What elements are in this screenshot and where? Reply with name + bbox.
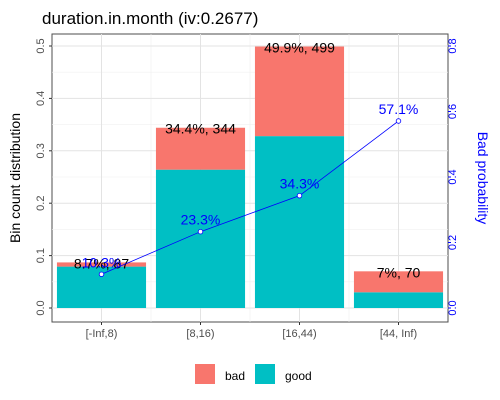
bar-labels: 8.7%, 87 34.4%, 344 49.9%, 499 7%, 70 — [74, 40, 421, 281]
bar-bad-3 — [254, 46, 345, 137]
bar-good-2 — [155, 169, 246, 308]
legend-swatch-good — [255, 364, 275, 384]
y-tick-label-right: 0.8 — [447, 38, 459, 53]
y-tick-label-left: 0.5 — [35, 38, 47, 53]
legend-swatch-bad — [195, 364, 215, 384]
y-tick-label-right: 0.0 — [447, 300, 459, 315]
y-axis-left: 0.0 0.1 0.2 0.3 0.4 0.5 — [35, 38, 52, 316]
bar-label-3: 49.9%, 499 — [264, 40, 335, 56]
y-axis-left-label: Bin count distribution — [7, 113, 23, 243]
bad-probability-label-1: 10.3% — [82, 254, 122, 270]
y-tick-label-left: 0.0 — [35, 300, 47, 315]
x-axis: [-Inf,8) [8,16) [16,44) [44, Inf) — [86, 322, 417, 340]
bad-probability-line — [98, 118, 402, 277]
bar-bad-2 — [155, 127, 246, 170]
x-tick-label: [16,44) — [282, 328, 316, 340]
x-tick-label: [-Inf,8) — [86, 328, 118, 340]
y-tick-label-left: 0.1 — [35, 248, 47, 263]
y-tick-label-left: 0.3 — [35, 143, 47, 158]
y-tick-label-right: 0.6 — [447, 104, 459, 119]
y-axis-right: 0.0 0.2 0.4 0.6 0.8 — [447, 38, 459, 315]
bad-probability-point-2 — [197, 228, 204, 235]
legend-label-good: good — [285, 369, 312, 383]
chart-title: duration.in.month (iv:0.2677) — [42, 9, 258, 28]
y-tick-label-right: 0.4 — [447, 169, 459, 184]
y-tick-label-left: 0.4 — [35, 91, 47, 106]
bad-probability-label-2: 23.3% — [181, 212, 221, 228]
y-tick-label-left: 0.2 — [35, 196, 47, 211]
x-tick-label: [8,16) — [186, 328, 214, 340]
bar-label-4: 7%, 70 — [377, 264, 421, 280]
bad-probability-polyline — [101, 120, 399, 275]
plot-panel: 8.7%, 87 34.4%, 344 49.9%, 499 7%, 70 10.3%… — [51, 33, 449, 323]
bad-probability-point-1 — [98, 271, 105, 277]
bar-bad-4 — [353, 271, 444, 293]
y-axis-right-label: Bad probability — [475, 132, 491, 225]
bar-label-1: 8.7%, 87 — [74, 255, 129, 271]
bad-probability-label-4: 57.1% — [379, 101, 419, 117]
legend-label-bad: bad — [225, 369, 245, 383]
bad-probability-point-3 — [296, 192, 303, 199]
bad-probability-point-4 — [395, 118, 402, 124]
bar-label-2: 34.4%, 344 — [165, 121, 236, 137]
x-tick-label: [44, Inf) — [380, 328, 417, 340]
legend: bad good — [195, 364, 312, 384]
bar-good-3 — [254, 136, 345, 308]
bar-good-4 — [353, 292, 444, 308]
bad-probability-label-3: 34.3% — [280, 176, 320, 192]
bar-bad-1 — [56, 262, 147, 267]
y-tick-label-right: 0.2 — [447, 235, 459, 250]
bad-probability-labels: 10.3% 23.3% 34.3% 57.1% — [82, 101, 419, 270]
bars — [56, 46, 444, 308]
